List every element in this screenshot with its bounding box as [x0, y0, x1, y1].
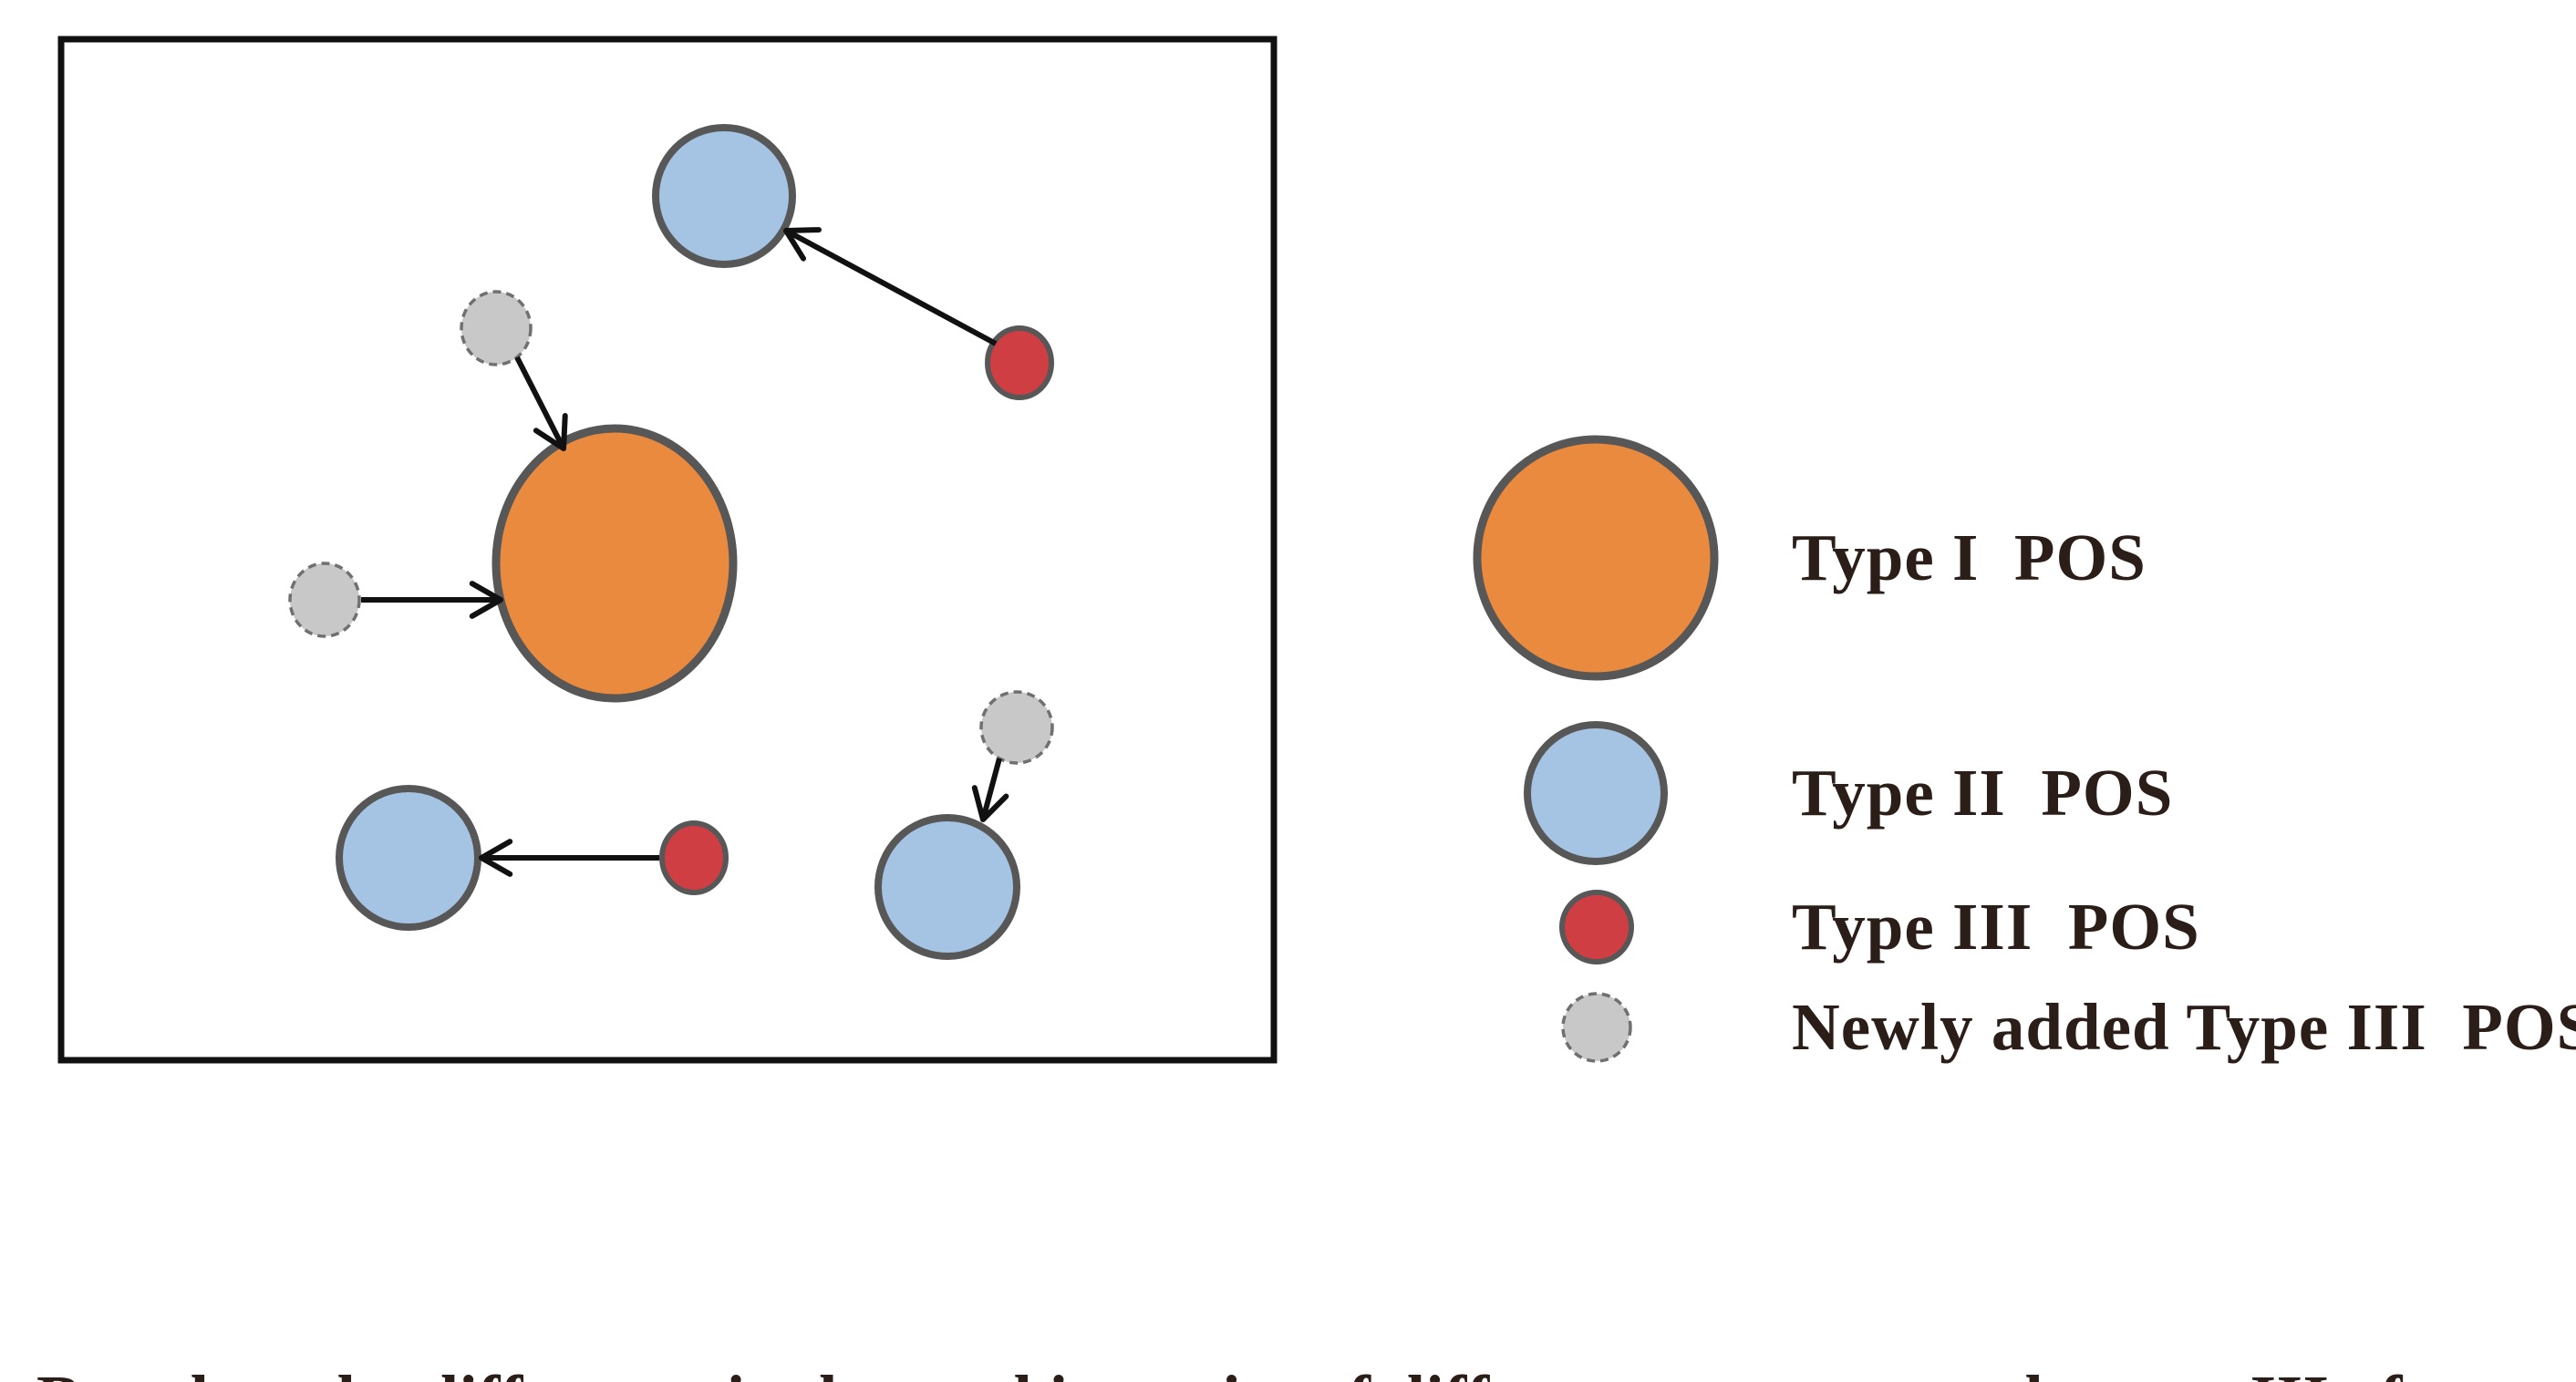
legend-marker-type1: [1473, 435, 1719, 681]
type3-pos-upper-circle: [985, 325, 1054, 400]
arrow-new3-to-type1-upper-shaft: [514, 356, 566, 450]
new-type3-pos-upper-circle: [460, 290, 533, 366]
type2-pos-top-circle: [652, 124, 796, 268]
new-type3-pos-lower-circle: [979, 690, 1054, 765]
arrow-type3-to-type2-top-head: [783, 227, 822, 262]
figure-caption: Based on the difference in demand intens…: [36, 1158, 2576, 1382]
legend-label-type2-pos: Type II POS: [1792, 756, 2174, 830]
legend-marker-type3: [1559, 890, 1634, 964]
arrow-new3-to-type2-right-shaft: [980, 758, 1002, 820]
type1-pos-center-circle: [491, 424, 738, 703]
type3-pos-lower-circle: [659, 820, 729, 895]
new-type3-pos-left-circle: [288, 562, 361, 638]
arrow-new3-to-type2-right-head: [971, 785, 1009, 822]
arrow-type3-to-type2-top-shaft: [784, 228, 998, 346]
type2-pos-bottom-right-circle: [874, 814, 1020, 960]
boundary-box: [57, 36, 1278, 1064]
arrow-type3-to-type2-bottom-head: [479, 839, 513, 877]
arrow-new3-to-type1-left-head: [469, 581, 503, 619]
legend-label-type1-pos: Type I POS: [1792, 521, 2147, 594]
type2-pos-bottom-left-circle: [336, 785, 481, 931]
legend-marker-new_type3: [1561, 992, 1632, 1063]
legend-label-type3-pos: Type III POS: [1792, 890, 2200, 964]
legend-label-new-type3-pos: Newly added Type III POS: [1792, 990, 2576, 1064]
arrow-new3-to-type1-upper-head: [533, 413, 568, 451]
caption-line-1: Based on the difference in demand intens…: [36, 1351, 2576, 1382]
legend-marker-type2: [1524, 721, 1668, 865]
